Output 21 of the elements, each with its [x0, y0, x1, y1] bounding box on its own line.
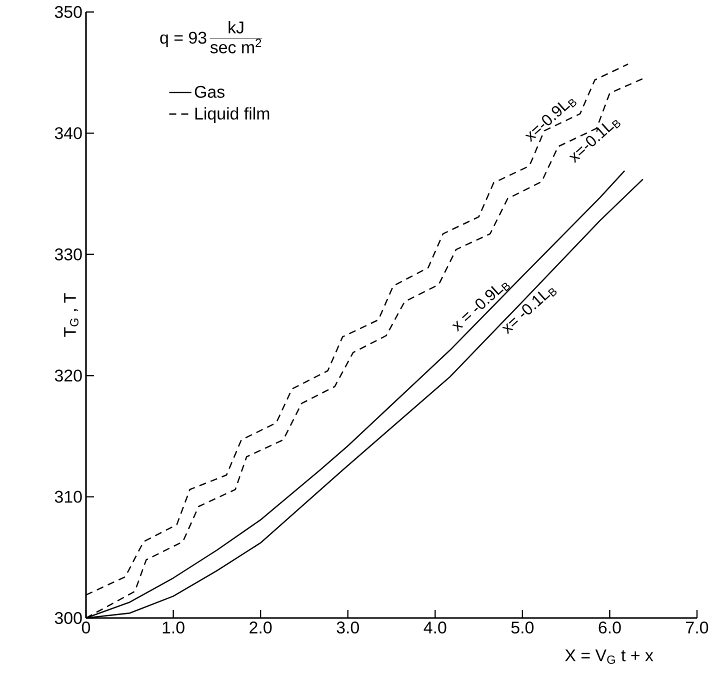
y-tick-label: 310: [54, 490, 82, 503]
annotation: sec m$^{2}$: [210, 38, 262, 54]
x-tick-label: 3.0: [336, 622, 359, 634]
x-tick-label: 4.0: [424, 622, 446, 634]
y-tick-label: 300: [54, 612, 82, 624]
x-tick-label: 2.0: [250, 622, 272, 634]
x-tick-label: 7.0: [686, 622, 708, 634]
annotation: q = 93: [160, 32, 206, 48]
x-axis-title: X = V$_{G}$ t + x: [565, 650, 654, 664]
y-tick-label: 340: [54, 127, 82, 140]
legend-label: Gas: [194, 86, 224, 98]
x-tick-label: 0: [82, 622, 90, 634]
legend-label: Liquid film: [195, 107, 270, 123]
y-tick-label: 330: [54, 248, 82, 260]
annotation: kJ: [228, 21, 244, 34]
y-tick-label: 350: [54, 6, 82, 18]
x-tick-label: 5.0: [511, 622, 534, 634]
x-tick-label: 1.0: [162, 622, 184, 634]
y-tick-label: 320: [54, 370, 82, 382]
x-tick-label: 6.0: [598, 622, 621, 634]
y-axis-title: T$_{G}$ , T: [64, 293, 78, 337]
